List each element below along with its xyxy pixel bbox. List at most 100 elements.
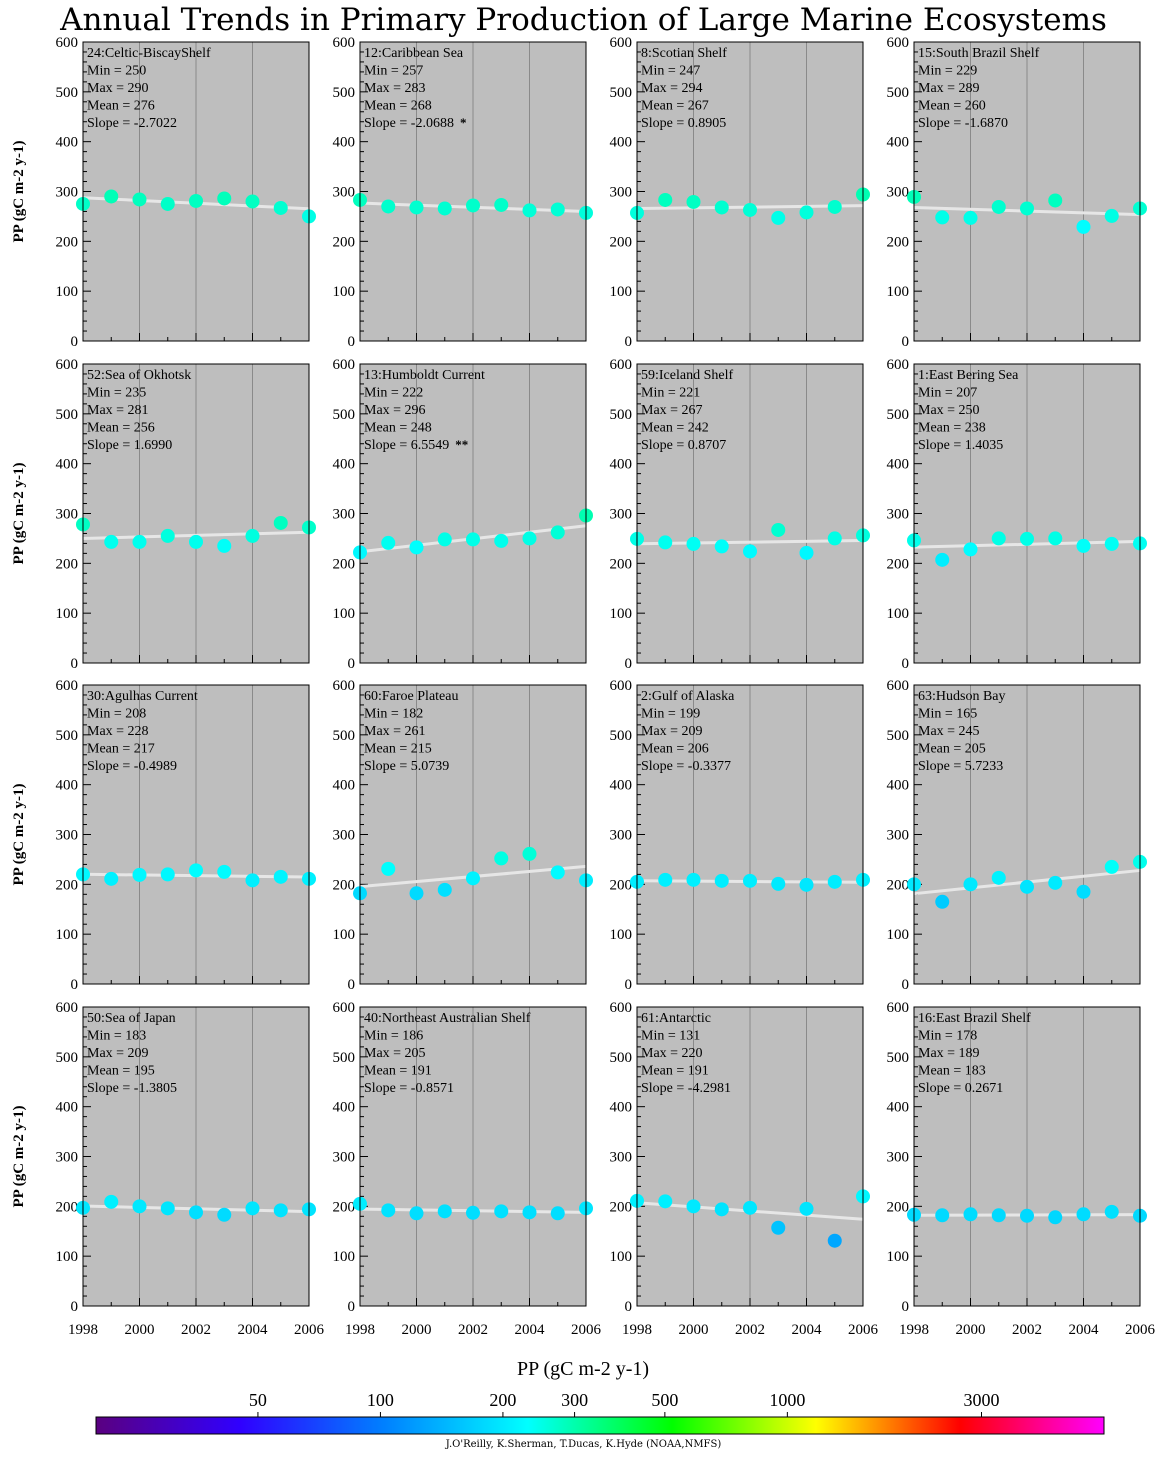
y-tick-label: 200: [333, 877, 356, 893]
panel-slope: Slope = 0.8707: [641, 438, 726, 453]
data-point: [935, 552, 950, 567]
y-tick-label: 400: [333, 457, 356, 473]
panel-3: 0 100 200 300 400 500 600 8:Scotian Shelf Min = …: [610, 35, 870, 350]
y-axis-label: PP (gC m-2 y-1): [11, 140, 27, 242]
y-tick-label: 600: [333, 1000, 356, 1016]
y-tick-label: 100: [610, 927, 633, 943]
data-point: [522, 846, 537, 861]
y-tick-label: 100: [333, 1249, 356, 1265]
y-tick-label: 0: [348, 1299, 356, 1315]
data-point: [991, 870, 1006, 885]
data-point: [991, 531, 1006, 546]
data-point: [381, 861, 396, 876]
data-point: [1020, 1208, 1034, 1223]
data-point: [1020, 201, 1034, 216]
y-tick-label: 0: [625, 656, 633, 672]
data-point: [827, 1233, 842, 1248]
data-point: [1076, 538, 1091, 553]
panel-border: [82, 41, 310, 342]
x-axis-title-group: PP (gC m-2 y-1): [517, 1358, 649, 1380]
data-point: [714, 200, 729, 215]
y-tick-label: 400: [333, 1100, 356, 1116]
y-tick-label: 300: [610, 185, 633, 201]
y-tick-label: 100: [610, 1249, 633, 1265]
data-point: [1020, 531, 1034, 546]
data-point: [494, 851, 509, 866]
panel-mean: Mean = 215: [364, 742, 432, 757]
panel-min: Min = 229: [918, 64, 977, 79]
data-point: [743, 873, 757, 888]
y-tick-label: 300: [333, 1150, 356, 1166]
y-tick-label: 300: [610, 507, 633, 523]
panel-max: Max = 189: [918, 1046, 980, 1061]
y-tick-label: 300: [56, 1150, 79, 1166]
data-point: [466, 532, 480, 547]
data-point: [466, 198, 480, 213]
panel-min: Min = 257: [364, 64, 423, 79]
data-point: [550, 202, 565, 217]
data-point: [1048, 875, 1063, 890]
data-point: [273, 869, 288, 884]
panel-max: Max = 250: [918, 403, 980, 418]
data-point: [1048, 531, 1063, 546]
panel-slope: Slope = 6.5549: [364, 438, 449, 453]
y-tick-label: 600: [887, 678, 910, 694]
x-tick-label: 2006: [571, 1322, 602, 1338]
y-tick-label: 300: [56, 185, 79, 201]
y-tick-label: 200: [610, 877, 633, 893]
panel-mean: Mean = 183: [918, 1064, 986, 1079]
x-tick-label: 2004: [515, 1322, 546, 1338]
data-point: [245, 194, 260, 209]
data-point: [273, 1203, 288, 1218]
y-tick-label: 100: [887, 927, 910, 943]
panel-max: Max = 228: [87, 724, 149, 739]
y-tick-label: 500: [610, 407, 633, 423]
y-tick-label: 400: [56, 1100, 79, 1116]
y-tick-label: 500: [56, 1050, 79, 1066]
y-tick-label: 100: [610, 606, 633, 622]
y-tick-label: 500: [610, 85, 633, 101]
y-tick-label: 600: [887, 35, 910, 51]
data-point: [935, 1208, 950, 1223]
data-point: [189, 534, 203, 549]
panel-slope: Slope = -0.8571: [364, 1081, 454, 1096]
data-point: [827, 874, 842, 889]
panel-4: 0 100 200 300 400 500 600 15:South Brazil Shelf…: [887, 35, 1147, 350]
y-tick-label: 100: [610, 284, 633, 300]
y-tick-label: 600: [333, 678, 356, 694]
y-tick-label: 500: [887, 85, 910, 101]
data-point: [963, 542, 978, 557]
y-tick-label: 600: [56, 35, 79, 51]
panel-min: Min = 235: [87, 386, 146, 401]
y-tick-label: 300: [56, 828, 79, 844]
x-tick-label: 2006: [1125, 1322, 1156, 1338]
data-point: [714, 1202, 729, 1217]
y-tick-label: 500: [56, 728, 79, 744]
y-tick-label: 100: [333, 284, 356, 300]
panel-max: Max = 261: [364, 724, 426, 739]
data-point: [494, 533, 509, 548]
colorbar-tick-label: 1000: [769, 1390, 805, 1410]
data-point: [1076, 219, 1091, 234]
panel-border: [913, 684, 1141, 985]
panel-max: Max = 281: [87, 403, 149, 418]
data-point: [771, 876, 786, 891]
panel-mean: Mean = 217: [87, 742, 155, 757]
y-tick-label: 600: [333, 35, 356, 51]
y-tick-label: 200: [333, 556, 356, 572]
data-point: [963, 1207, 978, 1222]
y-tick-label: 200: [887, 877, 910, 893]
panel-slope: Slope = 1.6990: [87, 438, 172, 453]
x-axis-title: PP (gC m-2 y-1): [517, 1358, 649, 1380]
data-point: [1076, 884, 1091, 899]
data-point: [686, 872, 701, 887]
y-tick-label: 100: [333, 606, 356, 622]
x-tick-label: 2000: [402, 1322, 432, 1338]
y-tick-label: 500: [610, 1050, 633, 1066]
data-point: [189, 863, 203, 878]
panel-slope: Slope = -0.3377: [641, 759, 731, 774]
panel-slope: Slope = 5.7233: [918, 759, 1003, 774]
y-tick-label: 400: [56, 778, 79, 794]
data-point: [522, 1205, 537, 1220]
